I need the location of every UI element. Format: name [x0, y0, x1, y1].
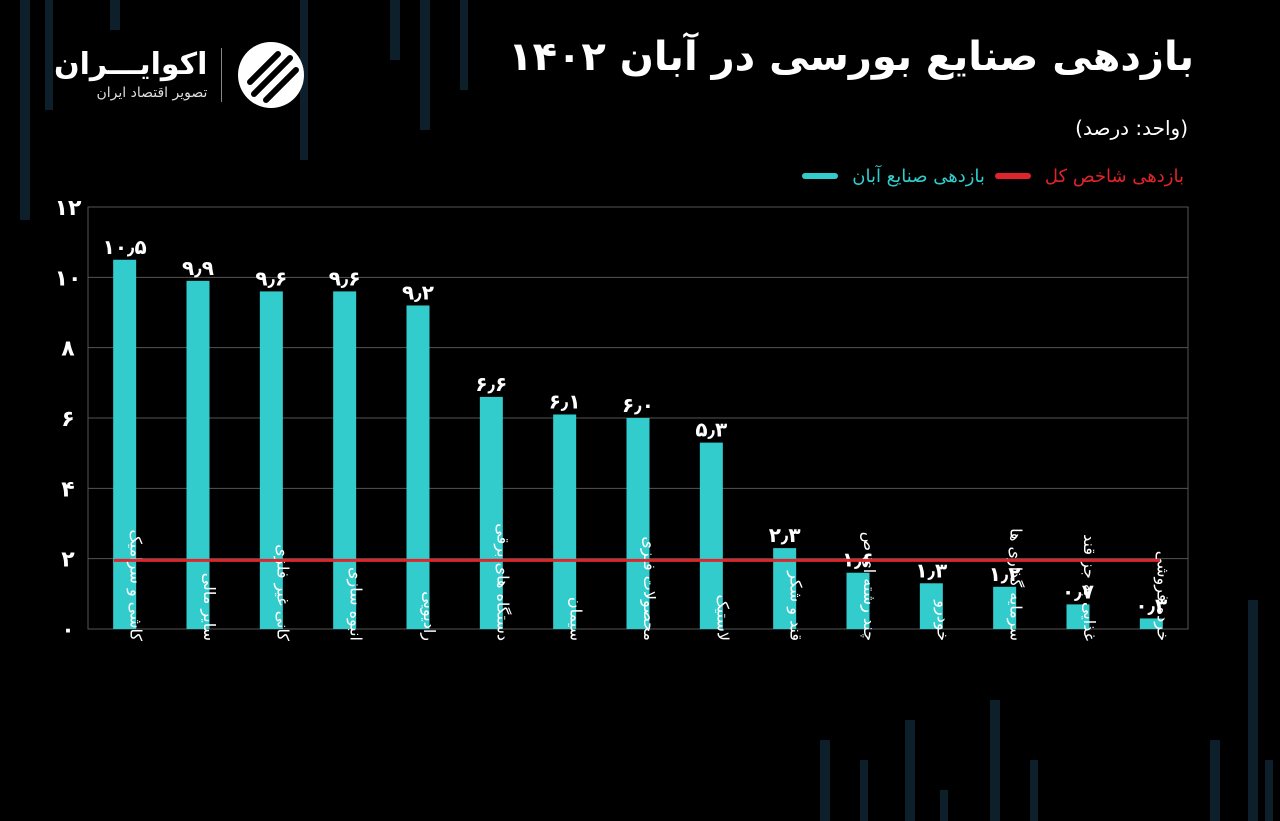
bar-value-label: ۶٫۰: [622, 393, 654, 417]
y-tick-label: ۱۰: [55, 266, 82, 291]
category-label: خرده فروشی: [1152, 551, 1172, 641]
bar-value-label: ۶٫۱: [549, 389, 581, 413]
bar: [919, 583, 943, 629]
background-bar: [1210, 740, 1220, 821]
background-bar: [420, 0, 430, 130]
background-bar: [45, 0, 53, 110]
category-label: قند و شکر: [786, 570, 806, 641]
bar-value-label: ۱۰٫۵: [103, 235, 147, 259]
bar: [186, 280, 210, 629]
bar: [259, 291, 283, 629]
category-label: رادیویی: [419, 591, 439, 641]
bar: [846, 572, 870, 629]
bar-value-label: ۹٫۹: [182, 256, 214, 280]
category-label: خودرو: [932, 599, 952, 641]
category-label: کاشی و سرامیک: [126, 529, 146, 641]
category-label: لاستیک: [713, 594, 732, 641]
background-bar: [110, 0, 120, 30]
legend-swatch-industries: [802, 173, 839, 179]
bar: [1066, 604, 1090, 629]
bar: [406, 305, 430, 629]
bar-value-label: ۵٫۳: [695, 418, 727, 442]
category-label: سیمان: [567, 597, 586, 641]
legend-label-industries: بازدهی صنایع آبان: [852, 165, 985, 187]
legend: بازدهی صنایع آبان بازدهی شاخص کل: [802, 162, 1184, 190]
category-label: غذایی به جز قند: [1079, 534, 1099, 641]
background-bar: [990, 700, 1000, 821]
background-bar: [820, 740, 830, 821]
brand-texts: اکوایـــران تصویر اقتصاد ایران: [54, 47, 207, 103]
bar: [773, 548, 797, 629]
bar: [626, 418, 650, 629]
category-label: سایر مالی: [199, 573, 219, 641]
brand-subtitle: تصویر اقتصاد ایران: [96, 85, 208, 101]
y-tick-label: ۶: [61, 407, 74, 432]
bar-value-label: ۹٫۶: [329, 266, 361, 290]
y-tick-label: ۰: [61, 618, 74, 643]
bar-value-label: ۱٫۲: [989, 562, 1021, 586]
background-bar: [1248, 600, 1258, 821]
bar-value-label: ۲٫۳: [769, 523, 801, 547]
bar-value-label: ۶٫۶: [475, 372, 507, 396]
bar: [553, 414, 577, 629]
bar: [1139, 618, 1163, 629]
legend-swatch-index: [994, 173, 1031, 179]
brand-separator: [221, 48, 223, 102]
bar-value-label: ۹٫۶: [255, 266, 287, 290]
bar: [113, 259, 137, 629]
category-label: انبوه سازی: [346, 567, 366, 641]
category-label: کانی غیر فلزی: [272, 544, 292, 641]
category-label: محصولات فلزی: [639, 536, 659, 641]
background-bar: [940, 790, 948, 821]
brand-name: اکوایـــران: [54, 47, 208, 82]
bar: [333, 291, 357, 629]
background-bar: [390, 0, 400, 60]
background-bar: [1265, 760, 1273, 821]
background-bar: [460, 0, 468, 90]
unit-label: (واحد: درصد): [1075, 116, 1188, 140]
category-label: دستگاه های برقی: [492, 523, 512, 641]
background-bar: [860, 760, 868, 821]
legend-label-index: بازدهی شاخص کل: [1044, 165, 1184, 187]
bar-value-label: ۱٫۳: [915, 558, 947, 582]
brand-logo-icon: [238, 42, 305, 108]
brand-logo: اکوایـــران تصویر اقتصاد ایران: [54, 40, 306, 110]
bar-value-label: ۰٫۳: [1135, 593, 1167, 617]
bar: [993, 586, 1017, 629]
category-label: چند رشته ای ص: [859, 532, 879, 641]
background-bar: [905, 720, 915, 821]
y-tick-label: ۸: [61, 337, 75, 362]
bar-value-label: ۹٫۲: [402, 280, 434, 304]
bar-value-label: ۰٫۷: [1062, 579, 1094, 603]
y-tick-label: ۱۲: [55, 196, 82, 221]
category-label: سرمایه گذاری ها: [1006, 528, 1026, 641]
y-tick-label: ۴: [61, 477, 74, 502]
background-bar: [1030, 760, 1038, 821]
chart-title: بازدهی صنایع بورسی در آبان ۱۴۰۲: [508, 34, 1194, 80]
bar: [699, 442, 723, 629]
bar: [479, 396, 503, 629]
background-bar: [20, 0, 30, 220]
y-tick-label: ۲: [61, 548, 75, 573]
